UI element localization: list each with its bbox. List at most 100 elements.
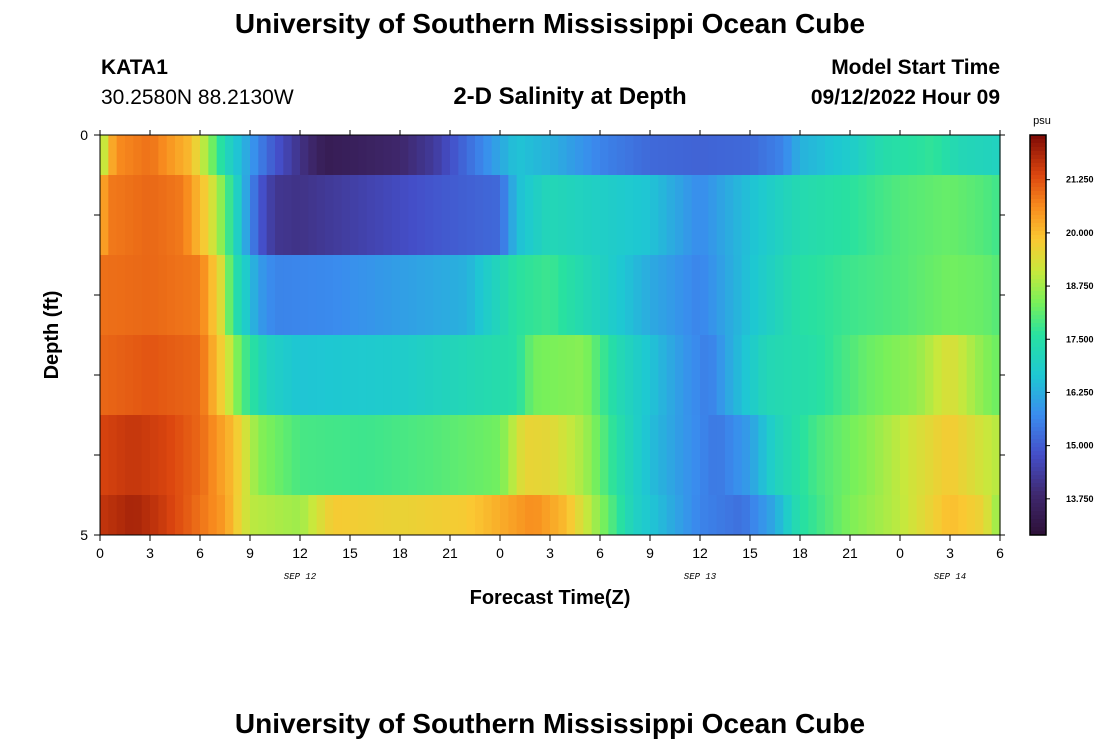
heatmap-cell [516, 135, 526, 175]
heatmap-cell [391, 335, 401, 415]
heatmap-cell [150, 175, 159, 255]
heatmap-cell [208, 335, 218, 415]
colorbar-swatch [1030, 271, 1046, 276]
colorbar-tick-label: 20.000 [1066, 228, 1094, 238]
colorbar-swatch [1030, 259, 1046, 264]
heatmap-cell [975, 255, 984, 335]
heatmap-cell [200, 335, 209, 415]
heatmap-cell [158, 335, 168, 415]
heatmap-cell [483, 335, 493, 415]
colorbar-swatch [1030, 391, 1046, 396]
colorbar-swatch [1030, 363, 1046, 368]
heatmap-cell [625, 495, 634, 535]
heatmap-cell [808, 255, 818, 335]
heatmap-cell [258, 335, 268, 415]
heatmap-cell [108, 135, 118, 175]
heatmap-cell [983, 255, 993, 335]
heatmap-cell [125, 415, 134, 495]
heatmap-cell [916, 415, 926, 495]
heatmap-cell [508, 495, 518, 535]
heatmap-cell [941, 255, 951, 335]
heatmap-cell [883, 135, 893, 175]
heatmap-cell [608, 495, 618, 535]
heatmap-cell [458, 175, 468, 255]
colorbar-swatch [1030, 479, 1046, 484]
heatmap-cell [525, 495, 534, 535]
heatmap-cell [100, 135, 109, 175]
heatmap-cell [400, 255, 409, 335]
heatmap-cell [283, 335, 293, 415]
date-label: SEP 14 [934, 572, 966, 582]
heatmap-cell [708, 135, 718, 175]
heatmap-cell [383, 495, 393, 535]
colorbar-swatch [1030, 143, 1046, 148]
heatmap-cell [708, 175, 718, 255]
heatmap-cell [708, 495, 718, 535]
heatmap-cell [616, 495, 626, 535]
heatmap-cell [558, 495, 568, 535]
heatmap-cell [525, 175, 534, 255]
heatmap-cell [425, 335, 434, 415]
heatmap-cell [425, 255, 434, 335]
heatmap-cell [241, 335, 251, 415]
heatmap-cell [350, 135, 359, 175]
colorbar-swatch [1030, 383, 1046, 388]
heatmap-cell [550, 255, 559, 335]
heatmap-cell [766, 255, 776, 335]
heatmap-cell [641, 255, 651, 335]
colorbar-swatch [1030, 307, 1046, 312]
heatmap-cell [358, 495, 368, 535]
heatmap-cell [650, 135, 659, 175]
colorbar-swatch [1030, 403, 1046, 408]
heatmap-cell [791, 495, 801, 535]
colorbar-swatch [1030, 231, 1046, 236]
heatmap-cell [875, 175, 884, 255]
heatmap-cell [716, 135, 726, 175]
heatmap-cell [125, 255, 134, 335]
heatmap-cell [208, 495, 218, 535]
heatmap-cell [358, 175, 368, 255]
heatmap-cell [391, 255, 401, 335]
heatmap-cell [291, 495, 301, 535]
colorbar-swatch [1030, 467, 1046, 472]
heatmap-cell [258, 175, 268, 255]
heatmap-cell [550, 335, 559, 415]
colorbar-swatch [1030, 387, 1046, 392]
heatmap-cell [400, 135, 409, 175]
heatmap-cell [125, 335, 134, 415]
heatmap-cell [183, 495, 193, 535]
heatmap-cell [141, 255, 151, 335]
heatmap-cell [800, 335, 809, 415]
heatmap-cell [475, 495, 484, 535]
heatmap-cell [333, 135, 343, 175]
heatmap-cell [108, 415, 118, 495]
heatmap-cell [200, 135, 209, 175]
heatmap-cell [341, 175, 351, 255]
heatmap-cell [466, 135, 476, 175]
heatmap-cell [775, 335, 784, 415]
colorbar-swatch [1030, 463, 1046, 468]
heatmap-cell [733, 135, 743, 175]
heatmap-cell [900, 175, 909, 255]
heatmap-cell [600, 335, 609, 415]
heatmap-cell [458, 135, 468, 175]
heatmap-cell [350, 495, 359, 535]
heatmap-cell [750, 415, 759, 495]
heatmap-cell [208, 415, 218, 495]
heatmap-cell [150, 415, 159, 495]
heatmap-cell [591, 175, 601, 255]
heatmap-cell [950, 255, 959, 335]
heatmap-cell [875, 415, 884, 495]
heatmap-cell [341, 255, 351, 335]
heatmap-cell [566, 495, 576, 535]
heatmap-cell [166, 135, 176, 175]
heatmap-cell [325, 495, 334, 535]
heatmap-cell [925, 255, 934, 335]
heatmap-cell [300, 415, 309, 495]
heatmap-cell [233, 335, 243, 415]
heatmap-cell [241, 495, 251, 535]
heatmap-cell [408, 135, 418, 175]
x-tick-label: 3 [146, 545, 154, 561]
heatmap-cell [416, 135, 426, 175]
heatmap-cell [366, 415, 376, 495]
